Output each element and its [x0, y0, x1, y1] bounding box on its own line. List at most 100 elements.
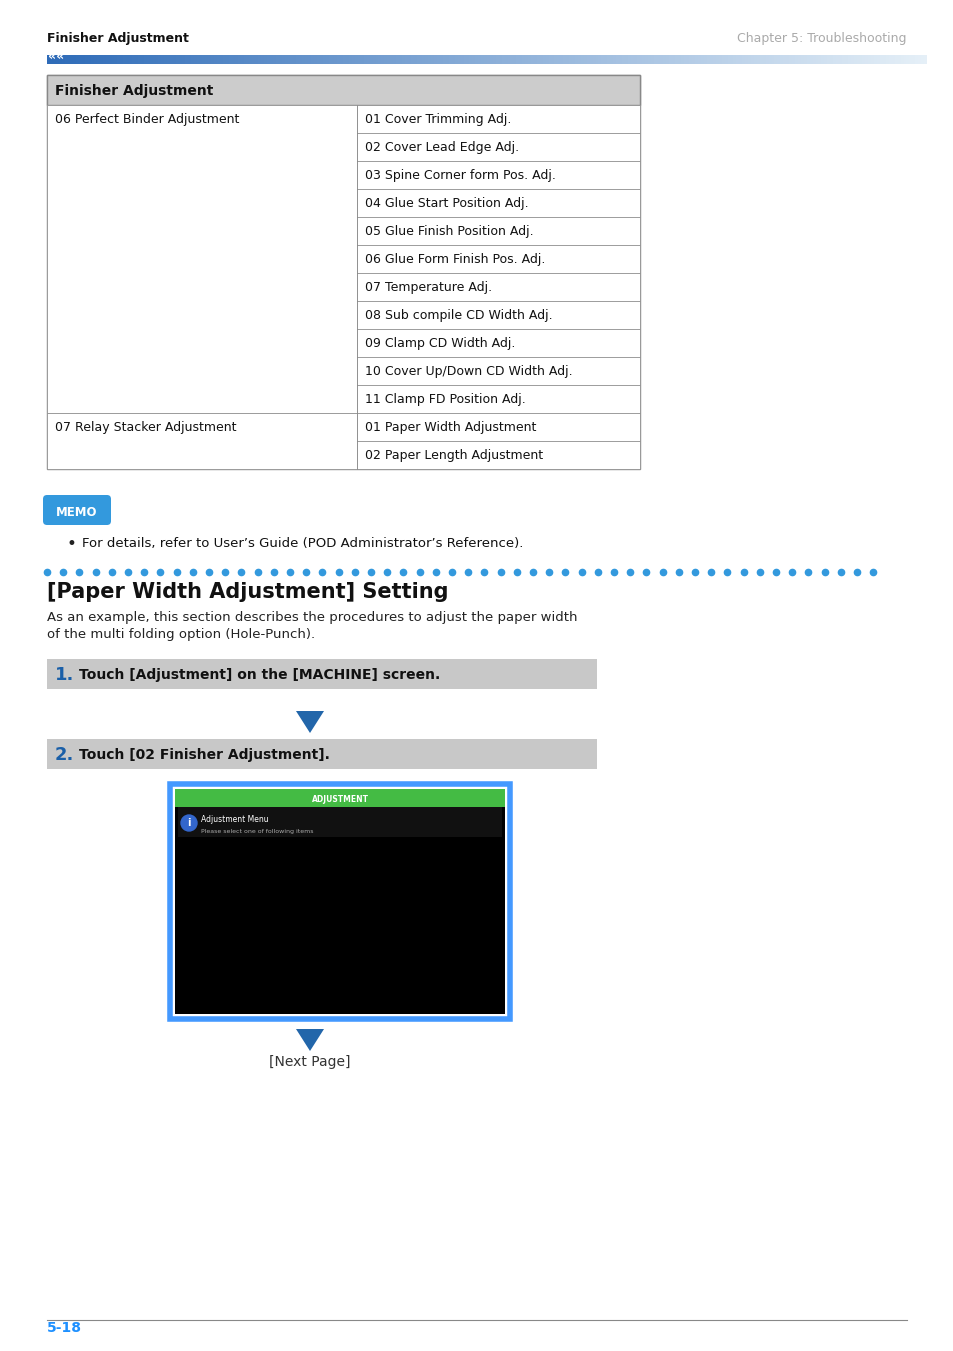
Bar: [880, 55, 882, 63]
Bar: [47, 330, 639, 357]
Bar: [768, 55, 771, 63]
Bar: [803, 55, 806, 63]
Bar: [188, 55, 191, 63]
Bar: [343, 55, 346, 63]
Bar: [401, 55, 405, 63]
Bar: [724, 55, 727, 63]
Bar: [185, 55, 188, 63]
Text: 01 Paper Width Adjustment: 01 Paper Width Adjustment: [365, 422, 536, 435]
Bar: [905, 55, 909, 63]
Bar: [475, 55, 478, 63]
Bar: [393, 55, 396, 63]
Bar: [867, 55, 871, 63]
Bar: [674, 55, 678, 63]
Bar: [698, 55, 700, 63]
Bar: [917, 55, 921, 63]
Bar: [436, 55, 440, 63]
Bar: [826, 55, 830, 63]
Bar: [583, 55, 587, 63]
Bar: [586, 55, 590, 63]
Bar: [55, 55, 59, 63]
Bar: [630, 55, 634, 63]
Bar: [902, 55, 906, 63]
Bar: [572, 55, 575, 63]
Bar: [316, 55, 320, 63]
Bar: [452, 55, 455, 63]
Bar: [47, 105, 356, 413]
Bar: [71, 55, 73, 63]
Text: 04 Glue Start Position Adj.: 04 Glue Start Position Adj.: [365, 197, 528, 211]
Bar: [59, 55, 62, 63]
Bar: [416, 55, 419, 63]
Bar: [319, 55, 323, 63]
Bar: [463, 55, 466, 63]
Bar: [477, 55, 481, 63]
Bar: [780, 55, 783, 63]
Bar: [885, 55, 888, 63]
Bar: [569, 55, 572, 63]
Bar: [114, 55, 118, 63]
Bar: [818, 55, 821, 63]
Bar: [908, 55, 912, 63]
Bar: [750, 55, 754, 63]
Polygon shape: [295, 711, 324, 734]
Bar: [404, 55, 408, 63]
Text: 05 Glue Finish Position Adj.: 05 Glue Finish Position Adj.: [365, 226, 533, 239]
Bar: [521, 55, 525, 63]
Bar: [835, 55, 839, 63]
Bar: [176, 55, 179, 63]
Bar: [774, 55, 777, 63]
Bar: [117, 55, 121, 63]
Bar: [340, 55, 343, 63]
Bar: [47, 413, 356, 469]
Bar: [398, 55, 402, 63]
Bar: [455, 55, 457, 63]
Bar: [335, 55, 337, 63]
Bar: [537, 55, 539, 63]
Bar: [439, 55, 443, 63]
Bar: [882, 55, 885, 63]
Bar: [308, 55, 312, 63]
Bar: [261, 55, 264, 63]
Bar: [302, 55, 305, 63]
Bar: [566, 55, 569, 63]
Bar: [174, 807, 504, 1015]
Bar: [496, 55, 498, 63]
Bar: [164, 55, 168, 63]
Bar: [419, 55, 422, 63]
Text: Finisher Adjustment: Finisher Adjustment: [55, 84, 213, 99]
Text: Touch [Adjustment] on the [MACHINE] screen.: Touch [Adjustment] on the [MACHINE] scre…: [79, 667, 439, 682]
Bar: [598, 55, 601, 63]
Bar: [600, 55, 604, 63]
Bar: [744, 55, 748, 63]
Bar: [921, 55, 923, 63]
Bar: [217, 55, 220, 63]
Bar: [578, 55, 580, 63]
Bar: [794, 55, 798, 63]
Bar: [223, 55, 226, 63]
Bar: [47, 189, 639, 218]
Bar: [621, 55, 625, 63]
Bar: [47, 218, 639, 245]
Bar: [214, 55, 217, 63]
Bar: [422, 55, 425, 63]
Bar: [294, 55, 296, 63]
Bar: [332, 55, 335, 63]
Bar: [357, 55, 361, 63]
Bar: [240, 55, 244, 63]
Bar: [891, 55, 894, 63]
Bar: [287, 55, 291, 63]
Bar: [756, 55, 760, 63]
Bar: [562, 55, 566, 63]
Text: 06 Glue Form Finish Pos. Adj.: 06 Glue Form Finish Pos. Adj.: [365, 254, 545, 266]
Bar: [923, 55, 926, 63]
Bar: [232, 55, 235, 63]
Bar: [360, 55, 364, 63]
Bar: [182, 55, 185, 63]
Bar: [841, 55, 844, 63]
Bar: [513, 55, 517, 63]
Bar: [311, 55, 314, 63]
Bar: [894, 55, 897, 63]
Bar: [384, 55, 387, 63]
Bar: [445, 55, 449, 63]
